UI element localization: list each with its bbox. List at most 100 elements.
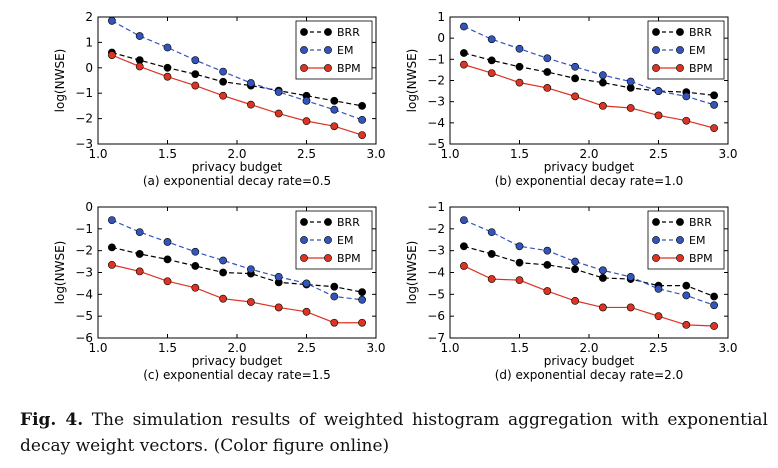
panel-a-legend-bpm-label: BPM — [337, 62, 361, 75]
panel-b-legend-em-marker — [676, 46, 684, 54]
panel-c-series-bpm-line — [111, 264, 363, 324]
panel-b-bpm-point — [654, 111, 663, 120]
panel-d-xtick-label: 1.5 — [510, 341, 529, 355]
panel-b-em-point — [543, 54, 552, 63]
panel-b-legend-em-label: EM — [689, 44, 705, 57]
panel-b-em-point — [459, 22, 468, 31]
panel-c-em-point — [358, 295, 366, 304]
panel-a-xtick-label: 1.0 — [88, 147, 107, 161]
panel-a-legend-em-label: EM — [337, 44, 353, 57]
panel-a-em-point — [274, 88, 283, 96]
panel-b-series-brr-line — [463, 52, 715, 96]
panel-b-em-point — [571, 62, 579, 71]
panel-a-em-point — [191, 56, 200, 65]
panel-d-legend-em-marker — [652, 236, 660, 244]
panel-c-em-point — [163, 238, 172, 246]
panel-c-em-point — [274, 272, 283, 281]
panel-c-legend-brr-marker — [324, 218, 332, 226]
panel-a-bpm-point — [302, 117, 311, 126]
panel-a-series-bpm-line — [111, 54, 363, 136]
panel-b-legend-box — [647, 20, 725, 80]
panel-d-bpm-point — [487, 275, 496, 283]
panel-c-xtick-label: 1.5 — [158, 341, 177, 355]
panel-c-ytick-label: −4 — [75, 287, 93, 301]
panel-a-legend-bpm-marker — [300, 64, 308, 72]
panel-a-legend-box — [295, 20, 373, 80]
panel-a-bpm-point — [163, 72, 172, 81]
panel-a-legend-brr-marker — [324, 28, 332, 36]
panel-d-bpm-point — [459, 262, 468, 270]
panel-d-xtick-label: 2.5 — [649, 341, 668, 355]
panel-c-bpm-point — [219, 294, 227, 303]
panel-d-em-point — [543, 246, 552, 255]
panel-b-legend-bpm-label: BPM — [689, 62, 713, 75]
panel-b-xlabel: privacy budget — [544, 160, 635, 174]
panel-a-em-point — [108, 16, 116, 25]
panel-b-series-em-line — [463, 25, 715, 106]
panel-d-em-point — [487, 228, 496, 237]
panel-d-series-bpm-line — [463, 265, 715, 327]
panel-a-brr-point — [358, 102, 366, 110]
panel-b-legend-brr-label: BRR — [689, 26, 712, 39]
panel-b-brr-point — [599, 78, 607, 87]
panel-b-bpm-point — [710, 124, 718, 133]
panel-d-em-point — [626, 272, 635, 281]
panel-a-bpm-point — [358, 131, 366, 140]
panel-a-xtick-label: 2.0 — [227, 147, 246, 161]
panel-c-brr-point — [191, 262, 200, 270]
panel-d-subtitle: (d) exponential decay rate=2.0 — [495, 368, 684, 382]
panel-b-em-point — [487, 35, 496, 44]
panel-c-subtitle: (c) exponential decay rate=1.5 — [143, 368, 331, 382]
panel-a-series-em-line — [111, 20, 363, 121]
panel-d-brr-point — [682, 281, 691, 290]
panel-b-brr-point — [515, 62, 524, 71]
panel-c-ytick-label: −2 — [75, 244, 93, 258]
panel-b-bpm-point — [682, 116, 691, 125]
panel-a-legend-brr-marker — [300, 28, 308, 36]
panel-a-em-point — [358, 115, 366, 124]
panel-b-ytick-label: −3 — [427, 95, 445, 109]
panel-b-brr-point — [710, 91, 718, 100]
panel-d-brr-point — [515, 258, 524, 267]
panel-b-bpm-point — [543, 84, 552, 92]
panel-d-em-point — [571, 257, 579, 266]
panel-d-legend-em-label: EM — [689, 234, 705, 247]
panel-d-ylabel: log(NWSE) — [405, 241, 419, 305]
panel-a-em-point — [219, 67, 227, 76]
panel-a-ytick-label: 1 — [85, 35, 93, 49]
panel-c-em-point — [219, 256, 227, 265]
panel-b-legend-brr-marker — [676, 28, 684, 36]
panel-b-legend-bpm-marker — [676, 64, 684, 72]
panel-b-brr-point — [571, 74, 579, 83]
panel-c-brr-point — [135, 250, 144, 258]
panel-b-xtick-label: 2.5 — [649, 147, 668, 161]
panel-c-xtick-label: 2.5 — [297, 341, 316, 355]
panel-c-ytick-label: 0 — [85, 200, 93, 214]
panel-c-legend-bpm-label: BPM — [337, 252, 361, 265]
panel-c-ytick-label: −3 — [75, 266, 93, 280]
panel-b-em-point — [515, 44, 524, 53]
panel-c-chart: 1.0 1.5 2.0 2.5 3.0 0 −1 −2 −3 −4 −5 −6 privacy budg… — [53, 200, 386, 382]
panel-b-xtick-label: 1.0 — [440, 147, 459, 161]
panel-d-legend-em-marker — [676, 236, 684, 244]
panel-c-ylabel: log(NWSE) — [53, 241, 67, 305]
panel-a-chart: 1.0 1.5 2.0 2.5 3.0 2 1 0 −1 −2 −3 privacy budget lo… — [53, 10, 386, 188]
panel-a-xlabel: privacy budget — [192, 160, 283, 174]
panel-c-brr-point — [219, 268, 227, 277]
panel-b-ytick-label: −5 — [427, 137, 445, 151]
panel-d-legend-brr-label: BRR — [689, 216, 712, 229]
panel-d-bpm-point — [626, 303, 635, 312]
panel-a-ytick-label: 0 — [85, 61, 93, 75]
panel-a-legend-em-marker — [300, 46, 308, 54]
panel-c-bpm-point — [274, 303, 283, 312]
panel-d-em-point — [515, 242, 524, 251]
panel-c-legend-box — [295, 210, 373, 270]
panel-d-bpm-point — [682, 320, 691, 329]
panel-b-em-point — [682, 92, 691, 101]
panel-d-chart: 1.0 1.5 2.0 2.5 3.0 −1 −2 −3 −4 −5 −6 −7 privacy bud… — [405, 200, 738, 382]
panel-d-legend-bpm-marker — [652, 254, 660, 262]
panel-a-bpm-point — [108, 51, 116, 59]
panel-c-bpm-point — [302, 307, 311, 316]
panel-b-legend-bpm-marker — [652, 64, 660, 72]
panel-a-bpm-point — [274, 109, 283, 118]
